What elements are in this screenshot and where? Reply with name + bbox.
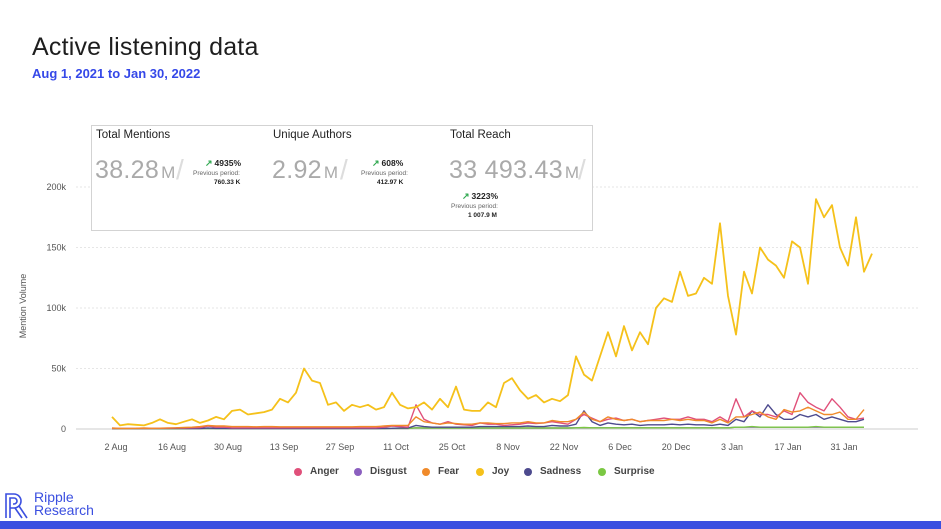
legend-item-sadness[interactable]: Sadness [524, 466, 581, 477]
legend-label: Surprise [614, 466, 655, 477]
legend-label: Sadness [540, 466, 582, 477]
kpi-change-value: 608% [381, 158, 404, 168]
legend-item-anger[interactable]: Anger [294, 466, 339, 477]
legend-item-surprise[interactable]: Surprise [598, 466, 655, 477]
kpi-change: ↗ 608% [372, 158, 403, 169]
x-tick-label: 20 Dec [662, 442, 691, 452]
x-tick-label: 16 Aug [158, 442, 186, 452]
legend-label: Anger [310, 466, 339, 477]
logo-line-2: Research [34, 502, 94, 518]
kpi-change-value: 4935% [214, 158, 242, 168]
ripple-research-logo: Ripple Research [4, 489, 134, 521]
kpi-value-unit: M [564, 163, 580, 182]
kpi-divider: / [176, 154, 184, 185]
legend-item-disgust[interactable]: Disgust [354, 466, 407, 477]
y-tick-label: 150k [46, 243, 66, 253]
logo-text: Ripple Research [34, 489, 94, 518]
legend-item-fear[interactable]: Fear [422, 466, 459, 477]
legend-dot [422, 467, 430, 476]
kpi-label: Total Reach [450, 129, 511, 141]
chart-legend: Anger Disgust Fear Joy Sadness Surprise [0, 466, 941, 480]
legend-label: Joy [492, 466, 510, 477]
legend-dot [294, 467, 302, 476]
x-tick-label: 17 Jan [774, 442, 801, 452]
x-tick-label: 30 Aug [214, 442, 242, 452]
footer-bar [0, 521, 941, 529]
kpi-change: ↗ 4935% [205, 158, 241, 169]
kpi-prev-label: Previous period: [193, 170, 240, 177]
kpi-prev-label: Previous period: [361, 170, 408, 177]
legend-dot [354, 467, 362, 476]
kpi-divider: / [340, 154, 348, 185]
series-line-anger [112, 392, 865, 430]
arrow-up-right-icon: ↗ [372, 158, 380, 168]
x-axis-ticks: 2 Aug 16 Aug 30 Aug 13 Sep 27 Sep 11 Oct 25 Oc… [104, 442, 857, 452]
y-tick-label: 200k [46, 182, 66, 192]
series-line-sadness [112, 404, 865, 430]
kpi-value-unit: M [323, 163, 339, 182]
chart-lines [111, 198, 873, 430]
ripple-logo-icon [5, 493, 28, 519]
kpi-prev-label: Previous period: [451, 203, 498, 210]
kpi-label: Total Mentions [96, 129, 171, 141]
kpi-value: 2.92 M [272, 156, 338, 185]
mention-volume-chart: 0 50k 100k 150k 200k 2 Aug 16 Aug 30 Aug 13 Sep… [18, 182, 918, 452]
legend-item-joy[interactable]: Joy [476, 466, 509, 477]
y-tick-label: 0 [61, 424, 66, 434]
kpi-prev-value: 1 007.9 M [468, 212, 497, 219]
kpi-value: 38.28 M [95, 156, 176, 185]
kpi-change-value: 3223% [471, 191, 499, 201]
kpi-value-number: 2.92 [272, 156, 322, 184]
x-tick-label: 2 Aug [104, 442, 127, 452]
logo-line-1: Ripple [34, 489, 74, 505]
kpi-change: ↗ 3223% [462, 191, 498, 202]
legend-label: Fear [438, 466, 460, 477]
y-axis-label: Mention Volume [18, 274, 28, 339]
x-tick-label: 6 Dec [608, 442, 632, 452]
y-tick-label: 50k [51, 364, 66, 374]
kpi-summary-panel: Total Mentions 38.28 M / ↗ 4935% Previous … [91, 125, 593, 231]
y-tick-label: 100k [46, 303, 66, 313]
kpi-value-unit: M [161, 163, 176, 182]
kpi-value-number: 38.28 [95, 156, 160, 184]
series-line-joy [111, 198, 873, 427]
kpi-label: Unique Authors [273, 129, 352, 141]
date-range: Aug 1, 2021 to Jan 30, 2022 [32, 66, 201, 81]
legend-dot [476, 467, 484, 476]
x-tick-label: 13 Sep [270, 442, 299, 452]
x-tick-label: 22 Nov [550, 442, 579, 452]
kpi-value: 33 493.43 M [449, 156, 579, 185]
kpi-prev-value: 760.33 K [214, 179, 241, 186]
legend-label: Disgust [370, 466, 407, 477]
x-tick-label: 31 Jan [830, 442, 857, 452]
kpi-value-number: 33 493.43 [449, 156, 563, 184]
legend-dot [598, 467, 606, 476]
arrow-up-right-icon: ↗ [462, 191, 470, 201]
kpi-prev-value: 412.97 K [377, 179, 404, 186]
kpi-divider: / [578, 154, 586, 185]
x-tick-label: 8 Nov [496, 442, 520, 452]
series-line-fear [111, 406, 865, 430]
x-tick-label: 3 Jan [721, 442, 743, 452]
x-tick-label: 27 Sep [326, 442, 355, 452]
legend-dot [524, 467, 532, 476]
page-title: Active listening data [32, 33, 259, 61]
x-tick-label: 11 Oct [383, 442, 409, 452]
y-axis-ticks: 0 50k 100k 150k 200k [46, 182, 66, 434]
x-tick-label: 25 Oct [439, 442, 466, 452]
arrow-up-right-icon: ↗ [205, 158, 213, 168]
